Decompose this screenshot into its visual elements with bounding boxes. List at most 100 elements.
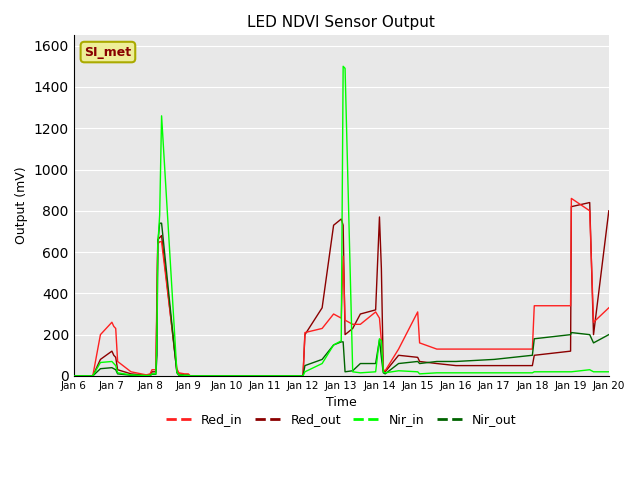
Red_out	[509, 363, 517, 369]
Nir_in	[490, 370, 498, 376]
Nir_out	[586, 332, 593, 337]
Red_out	[414, 354, 422, 360]
Nir_out	[153, 352, 161, 358]
Red_out	[97, 357, 104, 362]
Nir_in	[318, 360, 326, 366]
Red_out	[605, 208, 612, 214]
Nir_out	[433, 359, 441, 364]
Red_out	[339, 222, 347, 228]
Red_in	[589, 319, 597, 325]
Nir_out	[452, 359, 460, 364]
Nir_in	[416, 371, 424, 377]
Nir_in	[589, 369, 597, 375]
Red_out	[114, 367, 122, 372]
Red_in	[180, 371, 188, 377]
Red_out	[356, 311, 364, 317]
Nir_out	[529, 352, 536, 358]
Nir_in	[152, 371, 160, 377]
Red_out	[147, 372, 154, 378]
Y-axis label: Output (mV): Output (mV)	[15, 167, 28, 244]
Nir_in	[349, 369, 356, 375]
Nir_out	[381, 371, 389, 377]
Red_in	[143, 372, 150, 378]
Red_in	[152, 367, 160, 372]
Red_in	[341, 317, 349, 323]
Nir_out	[568, 330, 575, 336]
Red_out	[157, 233, 165, 239]
Red_out	[330, 222, 337, 228]
Red_out	[341, 332, 349, 337]
Nir_out	[156, 220, 163, 226]
Red_in	[173, 366, 180, 372]
Red_out	[89, 373, 97, 379]
Red_out	[143, 372, 150, 378]
Red_out	[180, 372, 188, 378]
Nir_in	[567, 369, 575, 375]
Red_in	[372, 309, 380, 315]
Red_in	[452, 346, 460, 352]
Red_in	[381, 368, 389, 373]
Nir_out	[567, 332, 575, 337]
Red_out	[529, 363, 536, 369]
Red_in	[586, 208, 593, 214]
Nir_in	[147, 372, 154, 378]
Nir_in	[148, 371, 156, 377]
Nir_in	[330, 342, 337, 348]
Line: Red_in: Red_in	[74, 198, 609, 376]
Nir_out	[605, 332, 612, 337]
Nir_in	[186, 373, 194, 379]
Red_out	[301, 332, 308, 337]
Red_in	[433, 346, 441, 352]
Nir_in	[157, 113, 165, 119]
Nir_in	[143, 372, 150, 378]
Red_in	[186, 373, 194, 379]
Red_out	[152, 369, 160, 375]
Red_in	[529, 346, 536, 352]
Nir_out	[70, 373, 77, 379]
Nir_in	[299, 373, 307, 379]
Red_out	[318, 305, 326, 311]
Red_out	[376, 214, 383, 220]
Nir_out	[378, 354, 385, 360]
Red_out	[156, 235, 163, 240]
Nir_in	[153, 332, 161, 337]
Nir_in	[433, 370, 441, 376]
Nir_in	[381, 370, 389, 376]
Nir_out	[414, 359, 422, 364]
Nir_out	[114, 371, 122, 377]
Red_out	[186, 373, 194, 379]
Red_out	[110, 352, 118, 358]
Red_out	[70, 373, 77, 379]
Nir_out	[97, 366, 104, 372]
Nir_in	[184, 372, 192, 378]
Nir_out	[186, 373, 194, 379]
Nir_out	[490, 357, 498, 362]
Red_out	[378, 266, 385, 272]
Red_out	[299, 373, 307, 379]
Red_in	[318, 325, 326, 331]
Title: LED NDVI Sensor Output: LED NDVI Sensor Output	[247, 15, 435, 30]
Nir_in	[156, 212, 163, 218]
Red_out	[108, 348, 116, 354]
Nir_in	[89, 373, 97, 379]
Red_in	[356, 322, 364, 327]
Nir_out	[175, 372, 182, 378]
Nir_in	[108, 359, 116, 364]
Line: Nir_out: Nir_out	[74, 223, 609, 376]
Nir_out	[531, 336, 538, 342]
Red_out	[175, 371, 182, 377]
Nir_out	[301, 363, 308, 369]
Red_in	[89, 373, 97, 379]
Red_out	[112, 354, 120, 360]
Nir_in	[414, 369, 422, 375]
Red_out	[433, 360, 441, 366]
Nir_out	[152, 372, 160, 377]
Red_in	[471, 346, 479, 352]
Nir_in	[509, 370, 517, 376]
Nir_out	[143, 373, 150, 379]
Red_in	[568, 195, 575, 201]
Red_in	[70, 373, 77, 379]
Red_out	[586, 200, 593, 205]
Nir_out	[148, 372, 156, 377]
Nir_in	[471, 370, 479, 376]
